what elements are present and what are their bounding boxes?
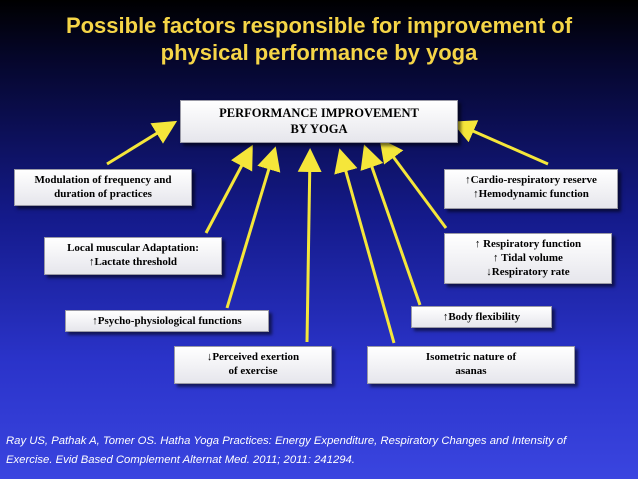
citation: Ray US, Pathak A, Tomer OS. Hatha Yoga P…	[6, 432, 634, 470]
arrow-respiratory	[379, 138, 448, 229]
factor-modulation-line2: duration of practices	[54, 188, 152, 200]
factor-local-muscular-line2: ↑Lactate threshold	[88, 256, 178, 268]
factor-cardio-box: ↑Cardio-respiratory reserve ↑Hemodynamic…	[444, 169, 618, 209]
factor-isometric-line1: Isometric nature of	[425, 351, 517, 363]
arrow-perceived	[297, 148, 322, 343]
factor-modulation-box: Modulation of frequency and duration of …	[14, 169, 192, 206]
slide-title-line2: physical performance by yoga	[160, 40, 478, 65]
factor-respiratory-line2: ↑ Tidal volume	[493, 252, 563, 264]
factor-body-flex-line1: ↑Body flexibility	[442, 311, 521, 323]
factor-perceived-box: ↓Perceived exertion of exercise	[174, 346, 332, 384]
arrow-local-muscular	[204, 144, 253, 234]
factor-modulation-line1: Modulation of frequency and	[34, 174, 172, 186]
arrow-psycho	[225, 146, 281, 309]
main-box-line2: BY YOGA	[290, 122, 348, 136]
arrow-modulation	[106, 120, 178, 166]
factor-cardio-line2: ↑Hemodynamic function	[473, 188, 589, 200]
factor-isometric-box: Isometric nature of asanas	[367, 346, 575, 384]
citation-line1: Ray US, Pathak A, Tomer OS. Hatha Yoga P…	[6, 435, 567, 447]
factor-psycho-line1: ↑Psycho-physiological functions	[92, 315, 242, 327]
factor-body-flex-box: ↑Body flexibility	[411, 306, 552, 328]
arrow-cardio	[451, 120, 549, 166]
factor-perceived-line2: of exercise	[228, 365, 278, 377]
slide-title: Possible factors responsible for improve…	[0, 12, 638, 66]
performance-improvement-box: PERFORMANCE IMPROVEMENT BY YOGA	[180, 100, 458, 143]
factor-cardio-line1: ↑Cardio-respiratory reserve	[465, 174, 597, 186]
main-box-line1: PERFORMANCE IMPROVEMENT	[219, 106, 419, 120]
factor-isometric-line2: asanas	[455, 365, 487, 377]
arrow-isometric	[334, 148, 396, 344]
citation-line2: Exercise. Evid Based Complement Alternat…	[6, 454, 355, 466]
factor-local-muscular-line1: Local muscular Adaptation:	[67, 242, 199, 254]
factor-local-muscular-box: Local muscular Adaptation: ↑Lactate thre…	[44, 237, 222, 275]
slide-title-line1: Possible factors responsible for improve…	[65, 13, 573, 38]
factor-respiratory-line3: ↓Respiratory rate	[486, 266, 570, 278]
factor-perceived-line1: ↓Perceived exertion	[206, 351, 300, 363]
factor-respiratory-line1: ↑ Respiratory function	[474, 238, 582, 250]
arrow-body-flex	[360, 144, 422, 306]
factor-psycho-box: ↑Psycho-physiological functions	[65, 310, 269, 332]
factor-respiratory-box: ↑ Respiratory function ↑ Tidal volume ↓R…	[444, 233, 612, 284]
